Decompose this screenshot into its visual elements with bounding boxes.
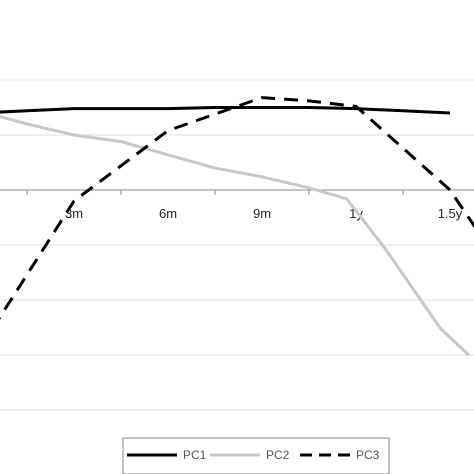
series-line-pc1: [0, 106, 451, 115]
series-lines: [0, 96, 474, 357]
x-tick-label-2: 6m: [159, 206, 177, 221]
legend-label-pc3: PC3: [356, 448, 380, 462]
legend: PC1 PC2 PC3: [122, 437, 390, 474]
x-tick-label-3: 9m: [253, 206, 271, 221]
series-line-pc3: [0, 96, 474, 320]
legend-label-pc1: PC1: [183, 448, 207, 462]
series-line-pc2: [0, 114, 470, 357]
gridlines: [0, 79, 474, 411]
x-tick-label-5: 1.5y: [438, 206, 463, 221]
legend-label-pc2: PC2: [266, 448, 290, 462]
